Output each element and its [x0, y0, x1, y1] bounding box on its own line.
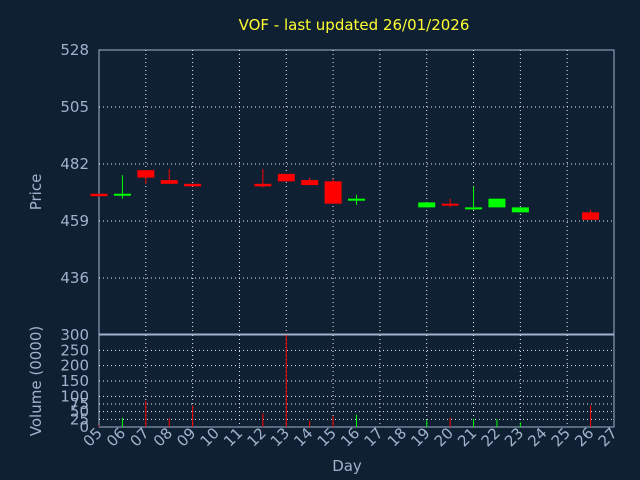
price-axis-label: Price — [27, 174, 45, 211]
day-axis-label: Day — [332, 457, 362, 475]
volume-tick-label: 25 — [70, 410, 89, 428]
volume-tick-label: 75 — [70, 395, 89, 413]
day-tick-label: 07 — [126, 424, 152, 450]
volume-panel-frame — [98, 334, 615, 428]
day-tick-label: 09 — [173, 424, 199, 450]
candle-body — [441, 203, 459, 206]
day-tick-label: 10 — [197, 424, 223, 450]
day-tick-label: 26 — [571, 424, 597, 450]
volume-tick-label: 100 — [60, 387, 89, 405]
candle-body — [113, 193, 131, 196]
price-tick-label: 528 — [60, 41, 89, 59]
candle-body — [348, 198, 365, 201]
day-tick-label: 17 — [361, 424, 387, 450]
day-tick-label: 21 — [454, 424, 480, 450]
day-tick-label: 20 — [431, 424, 457, 450]
volume-tick-label: 200 — [60, 357, 89, 375]
price-panel-frame — [98, 49, 615, 335]
price-tick-label: 505 — [60, 98, 89, 116]
day-tick-label: 13 — [267, 424, 293, 450]
price-tick-label: 436 — [60, 269, 89, 287]
day-tick-label: 06 — [103, 424, 129, 450]
day-tick-label: 24 — [524, 424, 550, 450]
day-tick-label: 11 — [220, 424, 246, 450]
candle-body — [90, 193, 108, 197]
candle-body — [254, 183, 272, 187]
volume-tick-label: 50 — [70, 403, 89, 421]
day-tick-label: 25 — [548, 424, 574, 450]
candle-body — [465, 207, 483, 210]
candle-body — [511, 207, 529, 213]
candle-body — [184, 183, 202, 187]
volume-tick-label: 0 — [79, 418, 89, 436]
candle-body — [488, 198, 506, 208]
candle-body — [582, 212, 600, 220]
day-tick-label: 19 — [407, 424, 433, 450]
day-tick-label: 23 — [501, 424, 527, 450]
price-tick-label: 482 — [60, 155, 89, 173]
day-tick-label: 08 — [150, 424, 176, 450]
day-tick-label: 12 — [243, 424, 269, 450]
candle-body — [301, 180, 319, 186]
chart-title: VOF - last updated 26/01/2026 — [239, 16, 470, 34]
day-tick-label: 14 — [290, 424, 316, 450]
day-tick-label: 18 — [384, 424, 410, 450]
volume-tick-label: 250 — [60, 341, 89, 359]
candle-body — [277, 173, 295, 182]
day-tick-label: 15 — [314, 424, 340, 450]
day-tick-label: 22 — [478, 424, 504, 450]
volume-tick-label: 300 — [60, 326, 89, 344]
day-tick-label: 16 — [337, 424, 363, 450]
volume-tick-label: 150 — [60, 372, 89, 390]
day-tick-label: 27 — [595, 424, 621, 450]
price-tick-label: 459 — [60, 212, 89, 230]
candle-body — [418, 202, 436, 208]
candle-body — [160, 180, 178, 184]
volume-axis-label: Volume (0000) — [27, 326, 45, 436]
candle-body — [137, 170, 155, 178]
candle-body — [324, 181, 342, 204]
